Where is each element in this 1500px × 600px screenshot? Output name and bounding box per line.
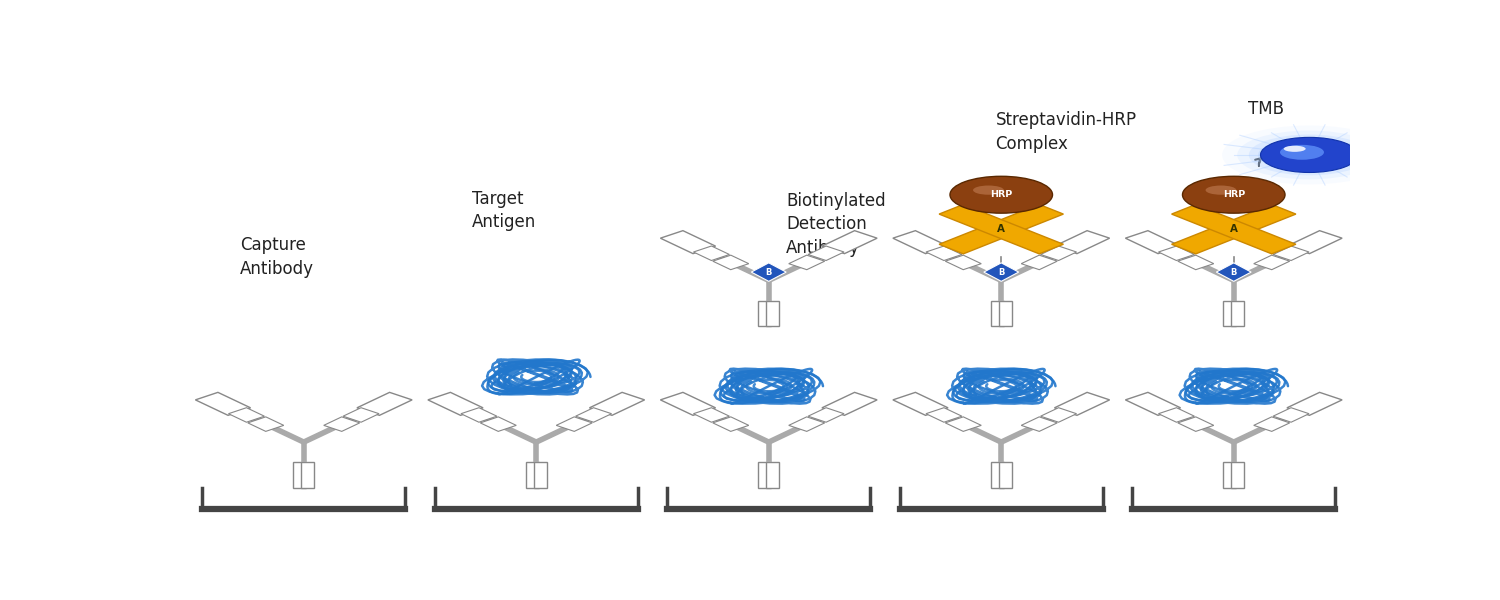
Polygon shape	[660, 392, 716, 415]
Text: B: B	[765, 268, 772, 277]
Ellipse shape	[1284, 146, 1305, 152]
Text: HRP: HRP	[1222, 190, 1245, 199]
Ellipse shape	[1206, 185, 1236, 195]
Polygon shape	[766, 301, 780, 326]
Text: Capture
Antibody: Capture Antibody	[240, 236, 314, 278]
Polygon shape	[1054, 392, 1110, 415]
Polygon shape	[357, 392, 413, 415]
Ellipse shape	[1258, 137, 1360, 172]
Polygon shape	[1232, 301, 1245, 326]
Ellipse shape	[1260, 137, 1358, 172]
Polygon shape	[1287, 230, 1342, 254]
Ellipse shape	[1238, 131, 1382, 179]
Polygon shape	[766, 462, 780, 488]
Text: TMB: TMB	[1248, 100, 1284, 118]
Polygon shape	[945, 417, 981, 431]
Polygon shape	[1158, 246, 1194, 260]
Polygon shape	[1022, 255, 1058, 269]
Ellipse shape	[1280, 145, 1324, 160]
Polygon shape	[302, 462, 315, 488]
Polygon shape	[984, 263, 1018, 281]
Polygon shape	[480, 417, 516, 431]
Polygon shape	[534, 462, 548, 488]
Polygon shape	[1178, 417, 1214, 431]
Ellipse shape	[1182, 176, 1286, 213]
Polygon shape	[822, 392, 878, 415]
Polygon shape	[789, 417, 825, 431]
Polygon shape	[990, 462, 1004, 488]
Polygon shape	[822, 230, 878, 254]
Polygon shape	[1254, 255, 1290, 269]
Polygon shape	[228, 408, 264, 422]
Polygon shape	[712, 417, 748, 431]
Ellipse shape	[974, 185, 1004, 195]
Polygon shape	[1054, 230, 1110, 254]
Polygon shape	[1274, 246, 1310, 260]
Polygon shape	[292, 462, 306, 488]
Polygon shape	[1254, 417, 1290, 431]
Polygon shape	[1287, 392, 1342, 415]
Polygon shape	[195, 392, 250, 415]
Polygon shape	[1022, 417, 1058, 431]
Polygon shape	[344, 408, 380, 422]
Polygon shape	[556, 417, 592, 431]
Text: B: B	[998, 268, 1005, 277]
Polygon shape	[693, 246, 729, 260]
Polygon shape	[892, 230, 948, 254]
Polygon shape	[1041, 408, 1077, 422]
Ellipse shape	[1250, 134, 1370, 175]
Polygon shape	[939, 205, 1064, 254]
Polygon shape	[808, 246, 844, 260]
Polygon shape	[590, 392, 645, 415]
Polygon shape	[999, 462, 1012, 488]
Polygon shape	[324, 417, 360, 431]
Polygon shape	[1158, 408, 1194, 422]
Text: A: A	[1230, 224, 1238, 234]
Polygon shape	[1222, 301, 1236, 326]
Polygon shape	[248, 417, 284, 431]
Polygon shape	[1222, 462, 1236, 488]
Polygon shape	[1172, 205, 1296, 254]
Polygon shape	[1274, 408, 1310, 422]
Polygon shape	[752, 263, 786, 281]
Polygon shape	[427, 392, 483, 415]
Polygon shape	[460, 408, 496, 422]
Text: Biotinylated
Detection
Antibody: Biotinylated Detection Antibody	[786, 192, 886, 257]
Polygon shape	[1125, 230, 1180, 254]
Polygon shape	[758, 462, 771, 488]
Polygon shape	[576, 408, 612, 422]
Ellipse shape	[1222, 125, 1397, 184]
Text: A: A	[998, 224, 1005, 234]
Polygon shape	[939, 205, 1064, 254]
Polygon shape	[1172, 205, 1296, 254]
Polygon shape	[926, 408, 962, 422]
Polygon shape	[525, 462, 538, 488]
Text: Target
Antigen: Target Antigen	[472, 190, 537, 232]
Polygon shape	[789, 255, 825, 269]
Polygon shape	[660, 230, 716, 254]
Polygon shape	[1216, 263, 1251, 281]
Text: Streptavidin-HRP
Complex: Streptavidin-HRP Complex	[996, 111, 1137, 153]
Polygon shape	[1232, 462, 1245, 488]
Polygon shape	[758, 301, 771, 326]
Polygon shape	[990, 301, 1004, 326]
Ellipse shape	[950, 176, 1053, 213]
Polygon shape	[1041, 246, 1077, 260]
Polygon shape	[892, 392, 948, 415]
Text: HRP: HRP	[990, 190, 1012, 199]
Polygon shape	[808, 408, 844, 422]
Polygon shape	[693, 408, 729, 422]
Polygon shape	[999, 301, 1012, 326]
Polygon shape	[926, 246, 962, 260]
Polygon shape	[1125, 392, 1180, 415]
Polygon shape	[945, 255, 981, 269]
Polygon shape	[1178, 255, 1214, 269]
Text: B: B	[1230, 268, 1238, 277]
Polygon shape	[712, 255, 748, 269]
